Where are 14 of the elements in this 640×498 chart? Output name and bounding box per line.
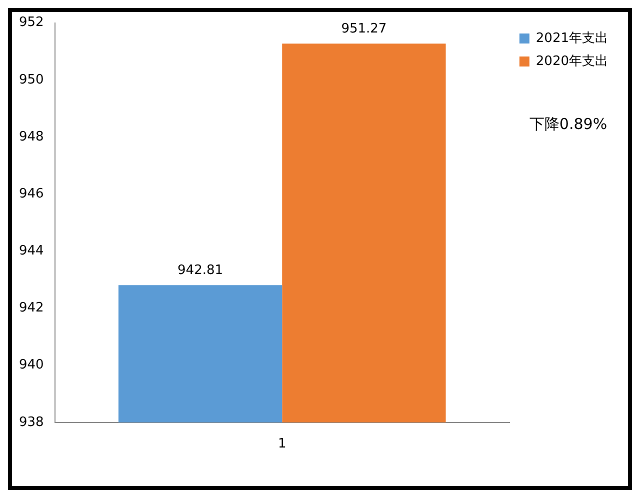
y-tick-label: 944 [18, 244, 44, 259]
x-tick-label: 1 [278, 436, 286, 452]
y-tick-label: 938 [18, 414, 44, 430]
legend-label: 2020年支出 [536, 54, 608, 69]
y-tick-label: 948 [18, 129, 44, 144]
data-label: 951.27 [341, 22, 387, 37]
text: 下降0.89% [529, 115, 608, 134]
y-tick-label: 952 [18, 15, 44, 30]
y-tick-label: 946 [18, 186, 44, 202]
legend-label: 2021年支出 [536, 30, 608, 46]
data-label: 942.81 [178, 262, 224, 278]
y-tick-label: 950 [18, 72, 44, 88]
y-tick-label: 940 [18, 358, 44, 373]
y-tick-label: 942 [18, 300, 44, 316]
